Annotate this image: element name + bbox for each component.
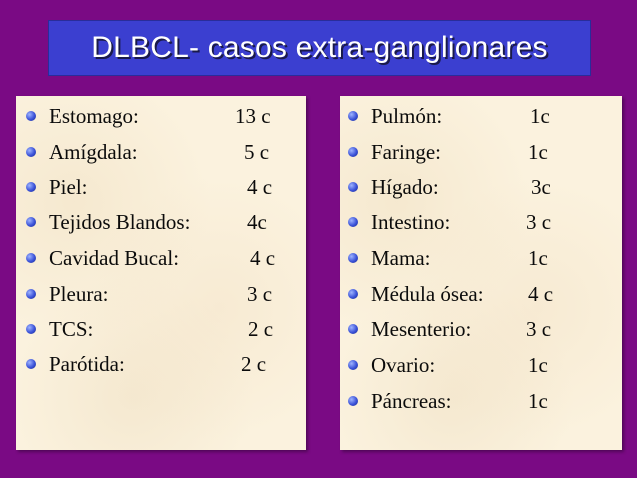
title-box: DLBCL- casos extra-ganglionares [48, 20, 591, 76]
item-value: 3 c [526, 316, 552, 341]
list-item: Pleura: [26, 281, 108, 307]
item-value: 4 c [528, 281, 554, 306]
item-label: Parótida: [49, 351, 125, 376]
list-item: Médula ósea: [348, 281, 484, 307]
item-value: 2 c [248, 316, 274, 341]
list-item: Mesenterio: [348, 316, 471, 342]
bullet-icon [26, 324, 36, 334]
item-label: Mesenterio: [371, 316, 472, 341]
item-label: Tejidos Blandos: [49, 209, 191, 234]
item-label: Faringe: [371, 139, 441, 164]
item-label: Intestino: [371, 209, 451, 234]
item-label: Médula ósea: [371, 281, 484, 306]
left-panel: Estomago: 13 c Amígdala: 5 c Piel: 4 c T… [16, 96, 306, 450]
bullet-icon [348, 396, 358, 406]
item-value: 3 c [526, 209, 552, 234]
item-label: Piel: [49, 174, 88, 199]
item-value: 5 c [244, 139, 270, 164]
bullet-icon [26, 253, 36, 263]
list-item: Hígado: [348, 174, 439, 200]
item-value: 13 c [235, 103, 271, 128]
list-item: Amígdala: [26, 139, 138, 165]
list-item: Pulmón: [348, 103, 442, 129]
list-item: Ovario: [348, 352, 435, 378]
list-item: Piel: [26, 174, 88, 200]
bullet-icon [26, 182, 36, 192]
item-label: TCS: [49, 316, 94, 341]
bullet-icon [348, 324, 358, 334]
bullet-icon [348, 147, 358, 157]
item-value: 4 c [250, 245, 276, 270]
item-label: Pulmón: [371, 103, 443, 128]
item-label: Páncreas: [371, 388, 452, 413]
bullet-icon [348, 111, 358, 121]
bullet-icon [348, 182, 358, 192]
item-label: Ovario: [371, 352, 436, 377]
item-value: 4 c [247, 174, 273, 199]
list-item: TCS: [26, 316, 93, 342]
list-item: Mama: [348, 245, 430, 271]
list-item: Tejidos Blandos: [26, 209, 190, 235]
item-label: Mama: [371, 245, 431, 270]
bullet-icon [26, 289, 36, 299]
item-label: Amígdala: [49, 139, 138, 164]
bullet-icon [26, 147, 36, 157]
list-item: Cavidad Bucal: [26, 245, 179, 271]
bullet-icon [26, 359, 36, 369]
list-item: Parótida: [26, 351, 125, 377]
item-value: 2 c [241, 351, 267, 376]
item-label: Estomago: [49, 103, 139, 128]
item-value: 1c [530, 103, 550, 128]
list-item: Intestino: [348, 209, 450, 235]
item-value: 1c [528, 245, 548, 270]
item-label: Pleura: [49, 281, 109, 306]
bullet-icon [26, 217, 36, 227]
bullet-icon [348, 360, 358, 370]
item-value: 3c [531, 174, 551, 199]
item-value: 1c [528, 139, 548, 164]
item-value: 1c [528, 352, 548, 377]
item-value: 3 c [247, 281, 273, 306]
bullet-icon [348, 289, 358, 299]
slide-title: DLBCL- casos extra-ganglionares [91, 31, 548, 64]
list-item: Estomago: [26, 103, 139, 129]
bullet-icon [348, 217, 358, 227]
list-item: Páncreas: [348, 388, 451, 414]
item-value: 1c [528, 388, 548, 413]
bullet-icon [348, 253, 358, 263]
right-panel: Pulmón: 1c Faringe: 1c Hígado: 3c Intest… [340, 96, 622, 450]
bullet-icon [26, 111, 36, 121]
item-label: Cavidad Bucal: [49, 245, 180, 270]
item-label: Hígado: [371, 174, 439, 199]
item-value: 4c [247, 209, 267, 234]
list-item: Faringe: [348, 139, 441, 165]
